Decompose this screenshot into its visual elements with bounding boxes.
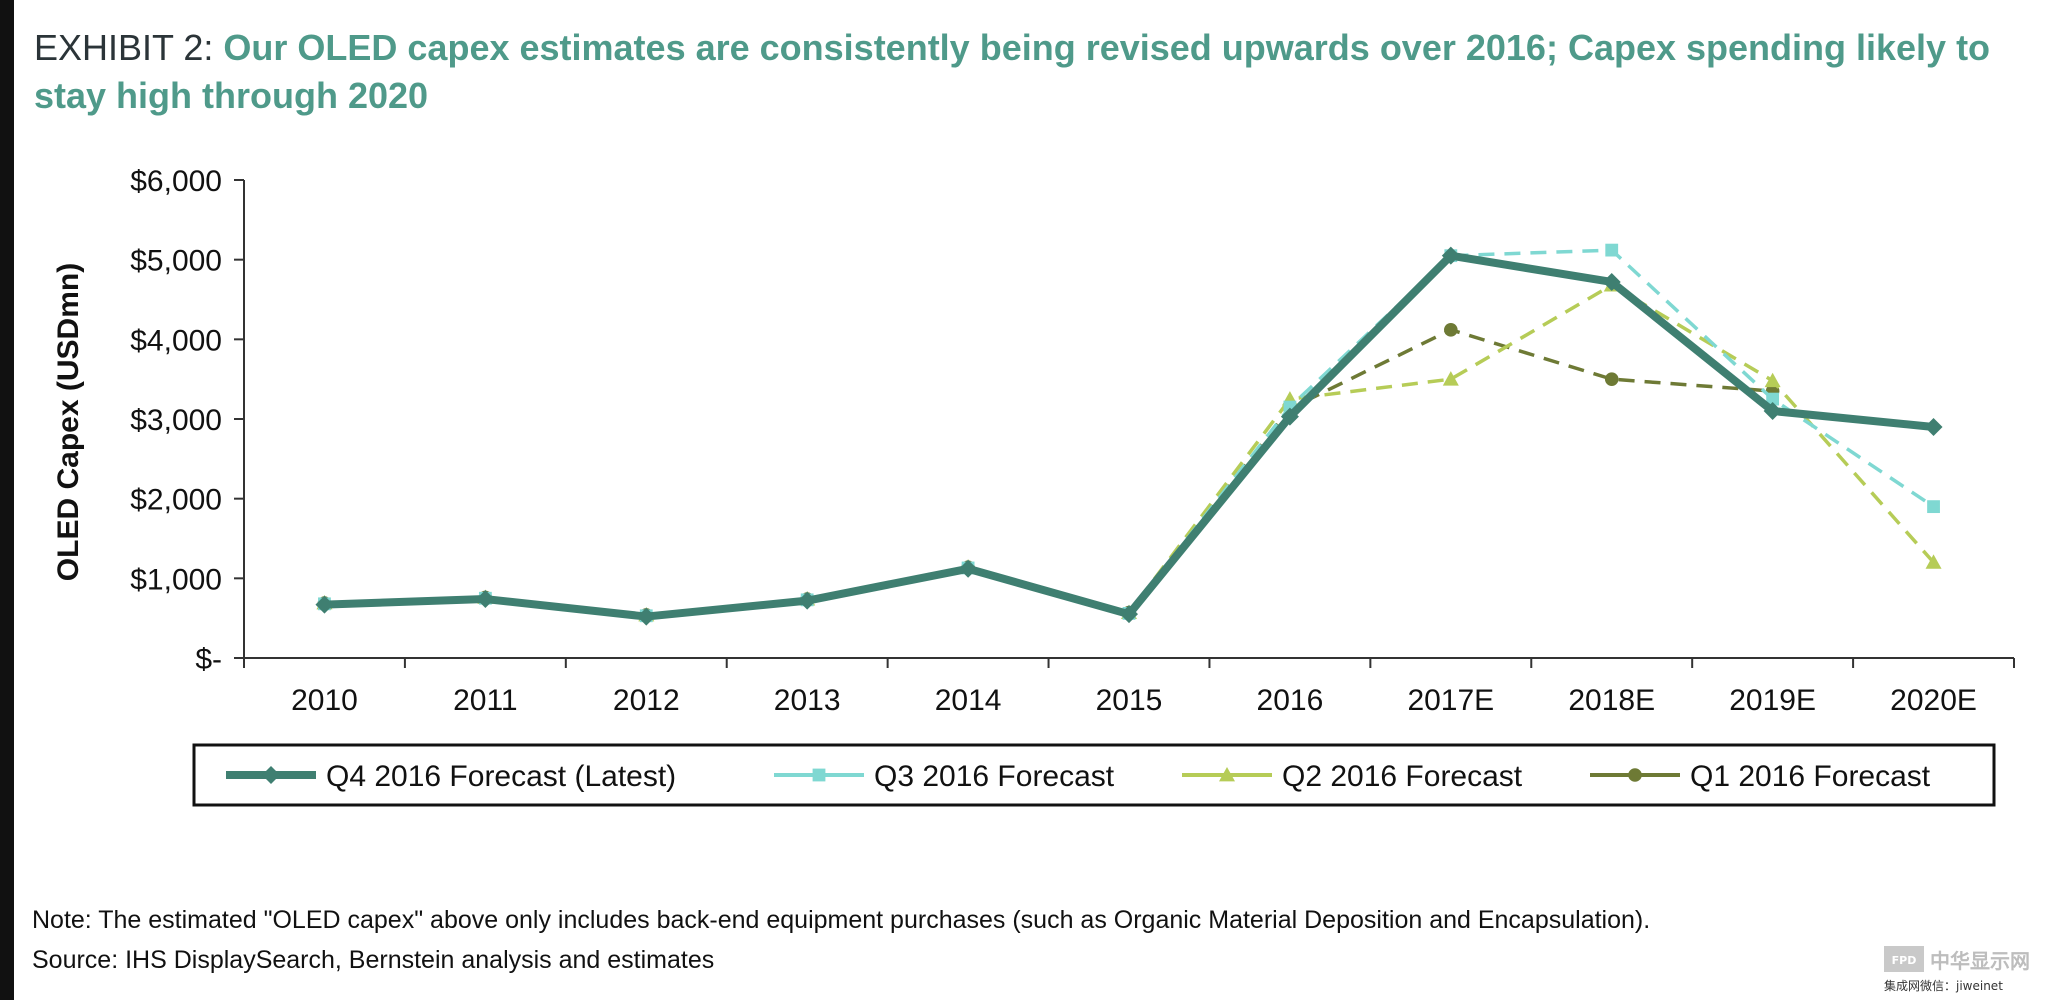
data-point (1442, 371, 1459, 386)
legend-box (192, 743, 1996, 807)
y-tick-label: $6,000 (130, 165, 222, 198)
y-tick-label: $4,000 (130, 324, 222, 357)
data-point (476, 590, 495, 609)
data-point (1604, 372, 1619, 386)
source-text: Source: IHS DisplaySearch, Bernstein ana… (32, 946, 715, 974)
series-line (324, 283, 1935, 617)
legend-marker (812, 768, 826, 782)
x-tick-label: 2020E (1890, 684, 1977, 717)
data-point (1605, 243, 1619, 257)
data-point (1441, 246, 1460, 265)
legend-marker (262, 766, 280, 784)
legend-label: Q4 2016 Forecast (Latest) (326, 760, 676, 793)
y-tick-label: $5,000 (130, 245, 222, 278)
legend-marker (1628, 768, 1642, 782)
data-point (1444, 322, 1458, 337)
data-point (1766, 392, 1780, 406)
chart-axes (234, 179, 2015, 668)
watermark-subtitle: 集成网微信：jiweinet (1884, 978, 2003, 993)
watermark-name: 中华显示网 (1930, 949, 2030, 973)
x-tick-label: 2012 (613, 684, 680, 717)
x-tick-label: 2013 (774, 684, 841, 717)
legend-item: Q3 2016 Forecast (774, 760, 1115, 793)
data-point (1280, 407, 1299, 426)
data-point (959, 559, 978, 578)
x-tick-label: 2015 (1096, 684, 1163, 717)
data-point (1924, 417, 1943, 436)
y-tick-label: $1,000 (130, 563, 222, 596)
legend-marker (1219, 767, 1235, 782)
legend-item: Q2 2016 Forecast (1182, 760, 1523, 793)
data-point (1927, 500, 1940, 514)
legend-label: Q2 2016 Forecast (1282, 760, 1523, 793)
x-tick-label: 2019E (1729, 684, 1816, 717)
y-axis-label: OLED Capex (USDmn) (52, 263, 85, 581)
data-point (1763, 402, 1782, 421)
data-point (798, 591, 817, 610)
watermark-badge: FPD (1892, 954, 1917, 967)
x-tick-labels: 2010 2011 2012 2013 2014 2015 2016 2017E 2018E 20… (291, 684, 1977, 717)
exhibit-headline: Our OLED capex estimates are consistentl… (34, 27, 1991, 116)
chart-series (315, 243, 1943, 626)
legend-label: Q1 2016 Forecast (1690, 760, 1931, 793)
exhibit-page: EXHIBIT 2: Our OLED capex estimates are … (14, 0, 2064, 1000)
series-2 (318, 243, 1940, 623)
exhibit-title: EXHIBIT 2: Our OLED capex estimates are … (34, 24, 2034, 120)
series-4 (317, 322, 1780, 622)
series-1 (315, 246, 1943, 626)
legend-item: Q4 2016 Forecast (Latest) (226, 760, 676, 793)
legend-item: Q1 2016 Forecast (1590, 760, 1931, 793)
note-text: Note: The estimated "OLED capex" above o… (32, 906, 1651, 934)
x-tick-label: 2010 (291, 684, 358, 717)
exhibit-label: EXHIBIT 2: (34, 27, 224, 68)
footnote: Note: The estimated "OLED capex" above o… (32, 900, 1992, 980)
y-tick-label: $2,000 (130, 484, 222, 517)
data-point (315, 595, 334, 614)
y-tick-labels: $- $1,000 $2,000 $3,000 $4,000 $5,000 $6,000 (130, 165, 222, 676)
y-tick-label: $- (195, 643, 222, 676)
data-point (1120, 605, 1138, 624)
fpd-logo-icon (1884, 946, 1924, 972)
x-tick-label: 2011 (453, 684, 518, 717)
data-point (1602, 272, 1621, 291)
oled-capex-chart: $- $1,000 $2,000 $3,000 $4,000 $5,000 $6,000 2… (52, 165, 2015, 807)
x-tick-label: 2018E (1568, 684, 1655, 717)
data-point (1925, 554, 1942, 569)
data-point (637, 607, 656, 626)
data-point (1764, 372, 1781, 388)
x-tick-label: 2014 (935, 684, 1002, 717)
series-line (324, 248, 1935, 618)
x-tick-label: 2016 (1257, 684, 1324, 717)
y-tick-label: $3,000 (130, 404, 222, 437)
site-watermark: FPD 中华显示网 集成网微信：jiweinet (1880, 940, 2060, 996)
series-line (324, 251, 1934, 621)
chart-legend: Q4 2016 Forecast (Latest) Q3 2016 Forecas… (192, 743, 1996, 807)
x-tick-label: 2017E (1407, 684, 1494, 717)
legend-label: Q3 2016 Forecast (874, 760, 1115, 793)
series-line (324, 328, 1773, 617)
